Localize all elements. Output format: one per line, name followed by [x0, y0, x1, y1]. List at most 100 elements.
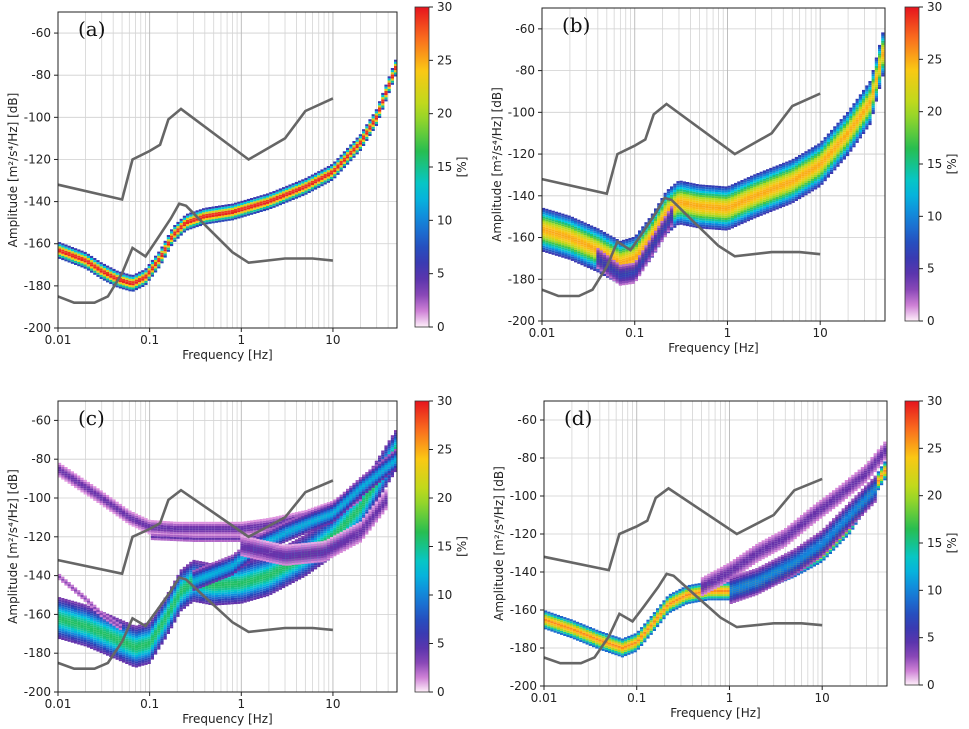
heat-cell [109, 650, 113, 653]
heat-cell [871, 76, 875, 79]
heat-cell [102, 622, 106, 625]
heat-cell [362, 143, 366, 146]
heat-cell [782, 204, 786, 207]
heat-cell [734, 214, 738, 217]
heat-cell [163, 635, 167, 638]
heat-cell [676, 195, 680, 198]
heat-cell [291, 189, 295, 192]
heat-cell [106, 636, 110, 639]
heat-cell [871, 109, 875, 112]
heat-cell [542, 226, 546, 229]
heat-cell [673, 219, 677, 222]
heat-cell [163, 606, 167, 609]
heat-cell [205, 602, 209, 605]
heat-cell [647, 246, 651, 249]
heat-cell [862, 123, 866, 126]
heat-cell [826, 141, 830, 144]
heat-cell [83, 266, 87, 269]
heat-cell [794, 180, 798, 183]
heat-cell [782, 175, 786, 178]
heat-cell [609, 274, 613, 277]
heat-cell [721, 205, 725, 208]
heat-cell [602, 252, 606, 255]
heat-cell [746, 200, 750, 203]
y-tick-label: -140 [508, 189, 535, 203]
heat-cell [275, 202, 279, 205]
heat-cell [842, 119, 846, 122]
heat-cell [202, 218, 206, 221]
heat-cell [807, 178, 811, 181]
heat-cell [823, 153, 827, 156]
heat-cell [727, 225, 731, 228]
heat-cell [583, 249, 587, 252]
heat-cell [593, 233, 597, 236]
heat-cell [64, 605, 68, 608]
heat-cell [189, 595, 193, 598]
heat-cell [118, 284, 122, 287]
heat-cell [791, 158, 795, 161]
heat-cell [182, 579, 186, 582]
heat-cell [734, 182, 738, 185]
heat-cell [352, 149, 356, 152]
heat-cell [791, 181, 795, 184]
heat-cell [192, 564, 196, 567]
heat-cell [176, 234, 180, 237]
heat-cell [61, 245, 65, 248]
colorbar-tick-label: 5 [437, 267, 445, 281]
heat-cell [166, 247, 170, 250]
heat-cell [227, 206, 231, 209]
heat-cell [214, 603, 218, 606]
heat-cell [211, 590, 215, 593]
heat-cell [317, 175, 321, 178]
heat-cell [663, 226, 667, 229]
heat-cell [147, 264, 151, 267]
heat-cell [791, 184, 795, 187]
heat-cell [580, 244, 584, 247]
heat-cell [743, 182, 747, 185]
heat-cell [259, 587, 263, 590]
heat-cell [577, 226, 581, 229]
heat-cell [609, 270, 613, 273]
heat-cell [102, 276, 106, 279]
heat-cell [654, 208, 658, 211]
heat-cell [266, 193, 270, 196]
heat-cell [881, 47, 885, 50]
heat-cell [77, 259, 81, 262]
heat-cell [240, 584, 244, 587]
heat-cell [727, 198, 731, 201]
heat-cell [86, 260, 90, 263]
heat-cell [580, 258, 584, 261]
heat-cell [644, 262, 648, 265]
heat-cell [186, 604, 190, 607]
heat-cell [170, 603, 174, 606]
heat-cell [58, 611, 62, 614]
heat-cell [221, 596, 225, 599]
heat-cell [593, 243, 597, 246]
heat-cell [182, 604, 186, 607]
heat-cell [150, 259, 154, 262]
heat-cell [650, 248, 654, 251]
heat-cell [804, 189, 808, 192]
heat-cell [243, 571, 247, 574]
heat-cell [625, 263, 629, 266]
heat-cell [612, 237, 616, 240]
heat-cell [858, 125, 862, 128]
heat-cell [714, 194, 718, 197]
heat-cell [826, 165, 830, 168]
heat-cell [766, 183, 770, 186]
heat-cell [708, 197, 712, 200]
heat-cell [198, 211, 202, 214]
heat-cell [224, 585, 228, 588]
heat-cell [804, 155, 808, 158]
heat-cell [64, 638, 68, 641]
heat-cell [99, 272, 103, 275]
heat-cell [874, 97, 878, 100]
heat-cell [285, 194, 289, 197]
heat-cell [112, 631, 116, 634]
heat-cell [740, 201, 744, 204]
heat-cell [234, 217, 238, 220]
heat-cell [250, 592, 254, 595]
heat-cell [558, 225, 562, 228]
heat-cell [83, 606, 87, 609]
heat-cell [865, 91, 869, 94]
